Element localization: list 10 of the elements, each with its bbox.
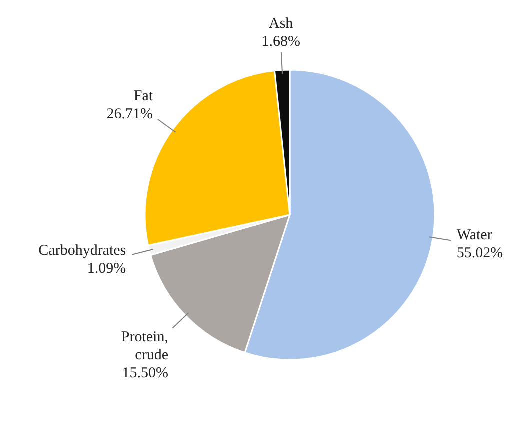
slice-label: Water: [456, 227, 492, 244]
data-label: 1.68%: [262, 34, 300, 50]
data-label: 26.71%: [106, 106, 154, 122]
data-label: 15.50%: [122, 366, 168, 382]
data-label: 55.02%: [456, 245, 504, 262]
data-label: 1.09%: [87, 260, 126, 277]
slice-label: Ash: [269, 16, 294, 32]
slice-label: Protein, crude: [121, 330, 169, 364]
slice-label: Fat: [134, 88, 154, 104]
slice-label: Carbohydrates: [38, 242, 126, 259]
